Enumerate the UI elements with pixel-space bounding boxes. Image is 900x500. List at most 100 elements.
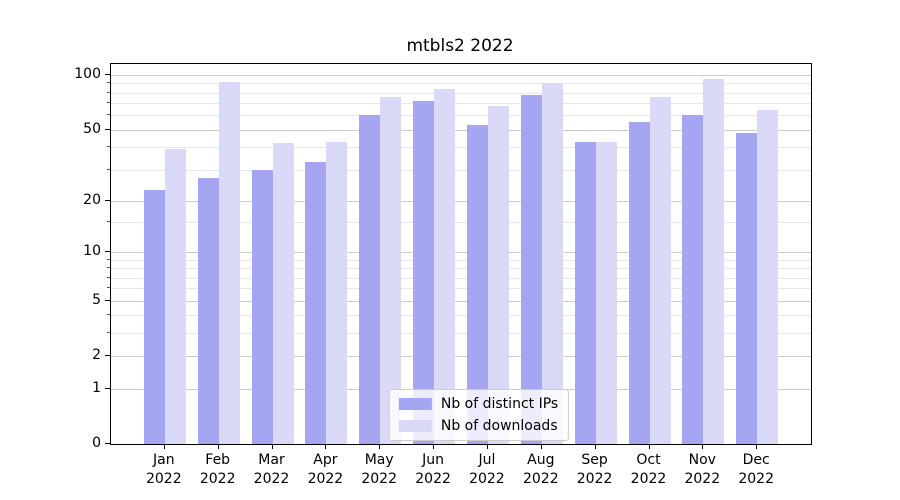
y-minor-tick-8 (107, 267, 110, 269)
legend-label-distinct-ips: Nb of distinct IPs (440, 396, 559, 412)
y-minor-tick-4 (107, 314, 110, 316)
x-tick-label-nov: Nov 2022 (672, 451, 732, 489)
x-tick-jun (433, 444, 435, 449)
minor-gridline-6 (111, 288, 811, 290)
bar-jul-downloads (487, 105, 509, 444)
x-label-year: 2022 (576, 471, 613, 487)
bar-apr-distinct-ips (305, 162, 327, 444)
bar-mar-distinct-ips (251, 169, 273, 444)
legend-item-distinct-ips: Nb of distinct IPs (398, 396, 559, 412)
x-tick-jul (486, 444, 488, 449)
x-tick-label-jan: Jan 2022 (134, 451, 194, 489)
major-gridline-20 (111, 200, 811, 202)
minor-gridline-90 (111, 83, 811, 85)
x-tick-label-mar: Mar 2022 (242, 451, 302, 489)
bar-sep-distinct-ips (574, 141, 596, 444)
y-minor-tick-40 (107, 146, 110, 148)
y-tick-20 (105, 199, 110, 201)
x-tick-label-apr: Apr 2022 (295, 451, 355, 489)
x-label-year: 2022 (684, 471, 721, 487)
major-gridline-50 (111, 129, 811, 131)
bar-feb-downloads (218, 81, 240, 444)
major-gridline-5 (111, 300, 811, 302)
y-tick-label-20: 20 (83, 191, 101, 208)
plot-area: Nb of distinct IPs Nb of downloads (110, 63, 812, 445)
x-tick-nov (702, 444, 704, 449)
bar-feb-distinct-ips (197, 177, 219, 444)
minor-gridline-4 (111, 315, 811, 317)
legend-swatch-distinct-ips (398, 398, 432, 410)
minor-gridline-8 (111, 268, 811, 270)
x-label-year: 2022 (522, 471, 559, 487)
minor-gridline-70 (111, 103, 811, 105)
x-tick-label-jun: Jun 2022 (403, 451, 463, 489)
bar-mar-downloads (272, 143, 294, 444)
bar-jan-distinct-ips (143, 189, 165, 444)
bar-nov-distinct-ips (682, 115, 704, 444)
y-minor-tick-6 (107, 287, 110, 289)
x-tick-label-sep: Sep 2022 (565, 451, 625, 489)
y-minor-tick-90 (107, 82, 110, 84)
y-tick-0 (105, 443, 110, 444)
x-tick-label-feb: Feb 2022 (188, 451, 248, 489)
x-label-year: 2022 (469, 471, 505, 487)
x-label-year: 2022 (307, 471, 344, 487)
x-tick-oct (648, 444, 650, 449)
x-tick-jan (163, 444, 165, 449)
bar-oct-distinct-ips (628, 122, 650, 444)
legend-item-downloads: Nb of downloads (398, 418, 558, 434)
minor-gridline-7 (111, 277, 811, 279)
x-tick-feb (217, 444, 219, 449)
y-minor-tick-80 (107, 91, 110, 93)
x-label-month: Jun (422, 452, 445, 468)
y-tick-label-5: 5 (92, 291, 101, 308)
x-tick-mar (271, 444, 273, 449)
major-gridline-10 (111, 252, 811, 254)
legend-swatch-downloads (398, 420, 432, 432)
bar-may-distinct-ips (359, 115, 381, 444)
x-label-year: 2022 (415, 471, 451, 487)
x-tick-apr (325, 444, 327, 449)
bar-jul-distinct-ips (466, 125, 488, 444)
major-gridline-100 (111, 75, 811, 77)
bar-dec-distinct-ips (736, 132, 758, 444)
minor-gridline-9 (111, 259, 811, 261)
bar-aug-downloads (541, 83, 563, 444)
x-tick-label-jul: Jul 2022 (457, 451, 517, 489)
y-minor-tick-60 (107, 114, 110, 116)
x-label-month: Nov (688, 452, 716, 468)
bar-may-downloads (380, 96, 402, 444)
chart-title: mtbls2 2022 (406, 36, 514, 56)
x-label-year: 2022 (253, 471, 290, 487)
x-label-month: Jul (478, 452, 496, 468)
x-label-month: Mar (258, 452, 285, 468)
y-minor-tick-7 (107, 276, 110, 278)
y-tick-label-100: 100 (74, 66, 101, 83)
x-label-year: 2022 (630, 471, 667, 487)
x-tick-label-dec: Dec 2022 (726, 451, 786, 489)
y-minor-tick-30 (107, 168, 110, 170)
y-tick-1 (105, 387, 110, 389)
x-label-month: Aug (527, 452, 555, 468)
y-minor-tick-9 (107, 258, 110, 260)
x-label-year: 2022 (738, 471, 774, 487)
minor-gridline-30 (111, 169, 811, 171)
x-label-year: 2022 (145, 471, 182, 487)
bar-apr-downloads (326, 141, 348, 444)
y-tick-label-50: 50 (83, 120, 101, 137)
minor-gridline-40 (111, 147, 811, 149)
bar-aug-distinct-ips (520, 94, 542, 444)
bar-jun-downloads (434, 88, 456, 444)
x-label-month: Oct (636, 452, 661, 468)
x-tick-label-oct: Oct 2022 (619, 451, 679, 489)
legend-label-downloads: Nb of downloads (440, 418, 558, 434)
y-tick-10 (105, 251, 110, 253)
major-gridline-2 (111, 356, 811, 358)
y-tick-50 (105, 128, 110, 130)
y-tick-label-2: 2 (92, 347, 101, 364)
y-tick-label-0: 0 (92, 435, 101, 451)
y-tick-label-1: 1 (92, 379, 101, 396)
minor-gridline-60 (111, 115, 811, 117)
y-tick-100 (105, 74, 110, 76)
legend: Nb of distinct IPs Nb of downloads (388, 389, 570, 441)
